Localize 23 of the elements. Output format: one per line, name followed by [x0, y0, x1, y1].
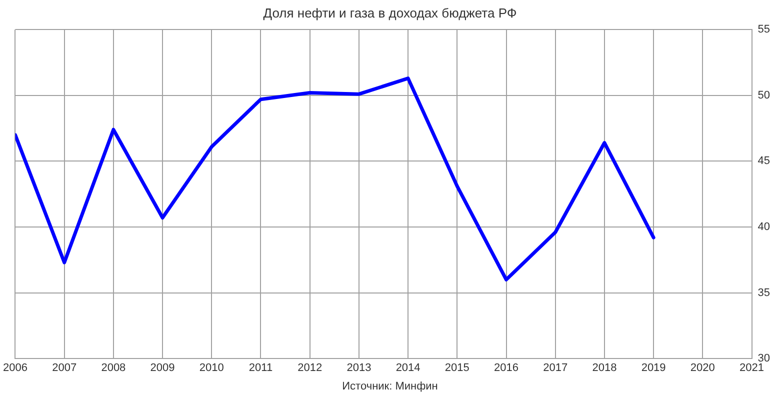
x-tick-label: 2020 — [690, 362, 715, 374]
y-tick-label: 55 — [758, 24, 770, 36]
x-tick-label: 2015 — [444, 362, 470, 374]
x-tick-label: 2016 — [494, 362, 518, 374]
x-tick-label: 2011 — [248, 362, 273, 374]
y-tick-label: 35 — [758, 286, 770, 299]
x-tick-label: 2008 — [101, 362, 126, 374]
x-tick-label: 2019 — [641, 362, 666, 374]
chart-title: Доля нефти и газа в доходах бюджета РФ — [263, 5, 517, 20]
x-tick-label: 2021 — [740, 362, 764, 374]
text: Источник: Минфин — [342, 380, 438, 392]
y-tick-label: 45 — [758, 155, 770, 168]
x-tick-label: 2018 — [592, 362, 617, 374]
x-tick-label: 2010 — [199, 362, 224, 374]
x-tick-label: 2014 — [396, 362, 420, 374]
x-tick-label: 2013 — [346, 362, 372, 374]
x-tick-label: 2012 — [298, 362, 322, 374]
x-tick-label: 2009 — [150, 362, 175, 374]
x-tick-label: 2006 — [2, 362, 28, 374]
y-tick-label: 50 — [758, 89, 770, 102]
x-tick-label: 2007 — [52, 362, 77, 374]
x-tick-label: 2017 — [543, 362, 568, 374]
y-tick-label: 40 — [758, 221, 770, 234]
